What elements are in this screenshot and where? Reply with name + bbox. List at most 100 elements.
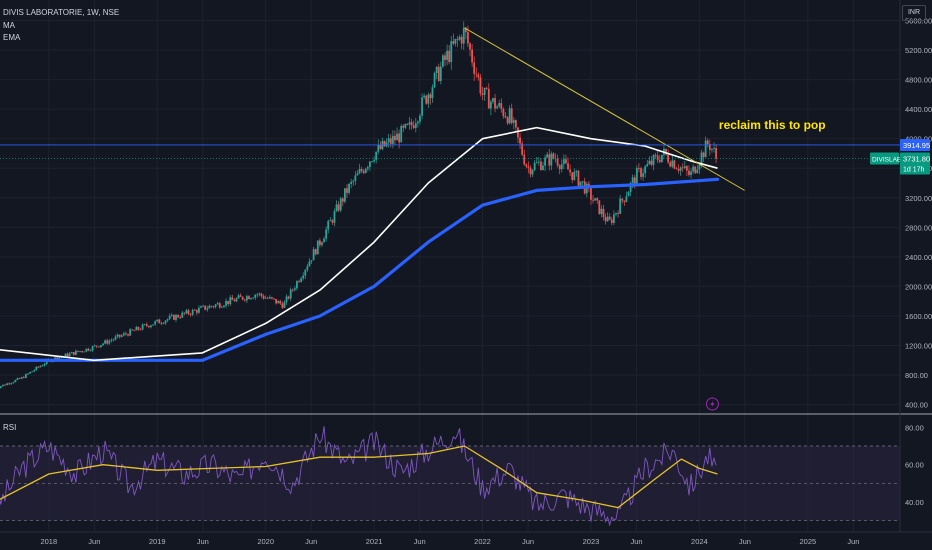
- candle-body: [323, 238, 325, 243]
- candle-body: [500, 103, 503, 109]
- candle-body: [692, 166, 695, 172]
- candle-body: [679, 167, 682, 171]
- candle-body: [156, 319, 159, 322]
- candle-body: [202, 305, 205, 307]
- candle-body: [533, 163, 536, 170]
- candle-body: [606, 216, 609, 222]
- candle-body: [233, 299, 236, 302]
- candle-body: [120, 335, 123, 337]
- annotation-text: reclaim this to pop: [719, 118, 826, 132]
- candle-body: [708, 143, 711, 150]
- candle-body: [408, 122, 411, 125]
- candle-body: [552, 153, 555, 159]
- candle-body: [256, 294, 259, 296]
- candle-body: [277, 300, 280, 304]
- candle-body: [291, 289, 294, 291]
- candle-body: [356, 173, 359, 176]
- candle-body: [321, 242, 323, 246]
- candle-body: [677, 168, 680, 171]
- candle-body: [268, 297, 271, 299]
- ma-line: [0, 126, 718, 362]
- candle-body: [350, 181, 353, 184]
- candle-body: [638, 168, 640, 169]
- candle-body: [173, 314, 175, 320]
- candle-body: [273, 298, 275, 300]
- candle-body: [402, 125, 405, 128]
- candle-body: [535, 162, 538, 164]
- candle-body: [362, 170, 365, 173]
- candle-body: [560, 164, 563, 170]
- candle-body: [690, 171, 692, 175]
- candle-body: [498, 103, 501, 107]
- candle-body: [613, 214, 615, 223]
- grid: [0, 0, 900, 532]
- rsi-panel-label: RSI: [3, 423, 17, 432]
- candle-body: [481, 93, 484, 95]
- candle-body: [93, 345, 96, 347]
- x-tick-label: Jun: [197, 537, 209, 546]
- candle-body: [358, 169, 361, 174]
- indicator-ema-label[interactable]: EMA: [3, 33, 21, 42]
- lightning-glyph: [710, 400, 715, 408]
- candle-body: [433, 72, 436, 88]
- candle-body: [64, 353, 67, 357]
- candle-body: [216, 303, 219, 305]
- candle-body: [239, 295, 242, 297]
- candle-body: [106, 340, 109, 344]
- candle-body: [414, 123, 417, 128]
- candle-body: [594, 198, 597, 201]
- candle-body: [619, 198, 622, 214]
- candle-body: [496, 106, 499, 109]
- candle-body: [711, 148, 713, 150]
- candle-body: [43, 363, 46, 366]
- candle-body: [187, 310, 190, 314]
- candle-body: [125, 333, 127, 335]
- candle-body: [617, 213, 619, 214]
- candle-body: [439, 66, 442, 81]
- x-tick-label: Jun: [739, 537, 751, 546]
- candle-body: [310, 260, 313, 262]
- candle-body: [145, 324, 148, 326]
- candle-body: [694, 166, 697, 174]
- candle-body: [565, 159, 567, 164]
- candle-body: [285, 296, 288, 303]
- candle-body: [16, 378, 19, 380]
- rsi-band: [0, 445, 900, 522]
- candle-body: [0, 386, 2, 388]
- currency-button[interactable]: INR: [902, 5, 926, 21]
- candle-body: [648, 160, 651, 165]
- candle-body: [252, 297, 255, 299]
- x-tick-label: Jun: [630, 537, 642, 546]
- candle-body: [208, 305, 211, 309]
- candle-body: [387, 138, 390, 143]
- indicator-ma-label[interactable]: MA: [3, 21, 15, 30]
- candles: [0, 21, 717, 389]
- candle-body: [227, 300, 230, 305]
- candle-body: [339, 198, 342, 211]
- candle-body: [254, 294, 257, 298]
- candle-body: [525, 164, 528, 167]
- resistance-tag-label: 3914.95: [903, 141, 930, 150]
- candle-body: [127, 334, 129, 336]
- candle-body: [596, 198, 599, 201]
- candle-body: [665, 148, 667, 155]
- candle-body: [373, 159, 375, 162]
- candle-body: [577, 171, 580, 186]
- candle-body: [458, 36, 461, 40]
- x-tick-label: Jun: [414, 537, 426, 546]
- candle-body: [400, 125, 403, 143]
- candle-body: [77, 350, 79, 352]
- candle-body: [394, 135, 396, 141]
- candle-body: [8, 383, 11, 385]
- candle-body: [225, 300, 227, 306]
- candle-body: [510, 108, 513, 123]
- candle-body: [191, 309, 194, 315]
- candle-body: [89, 350, 92, 352]
- candle-body: [514, 120, 517, 128]
- candle-body: [504, 116, 507, 118]
- candle-body: [654, 155, 657, 156]
- symbol-tag: [870, 152, 899, 165]
- candle-body: [83, 351, 86, 353]
- candle-body: [12, 382, 15, 384]
